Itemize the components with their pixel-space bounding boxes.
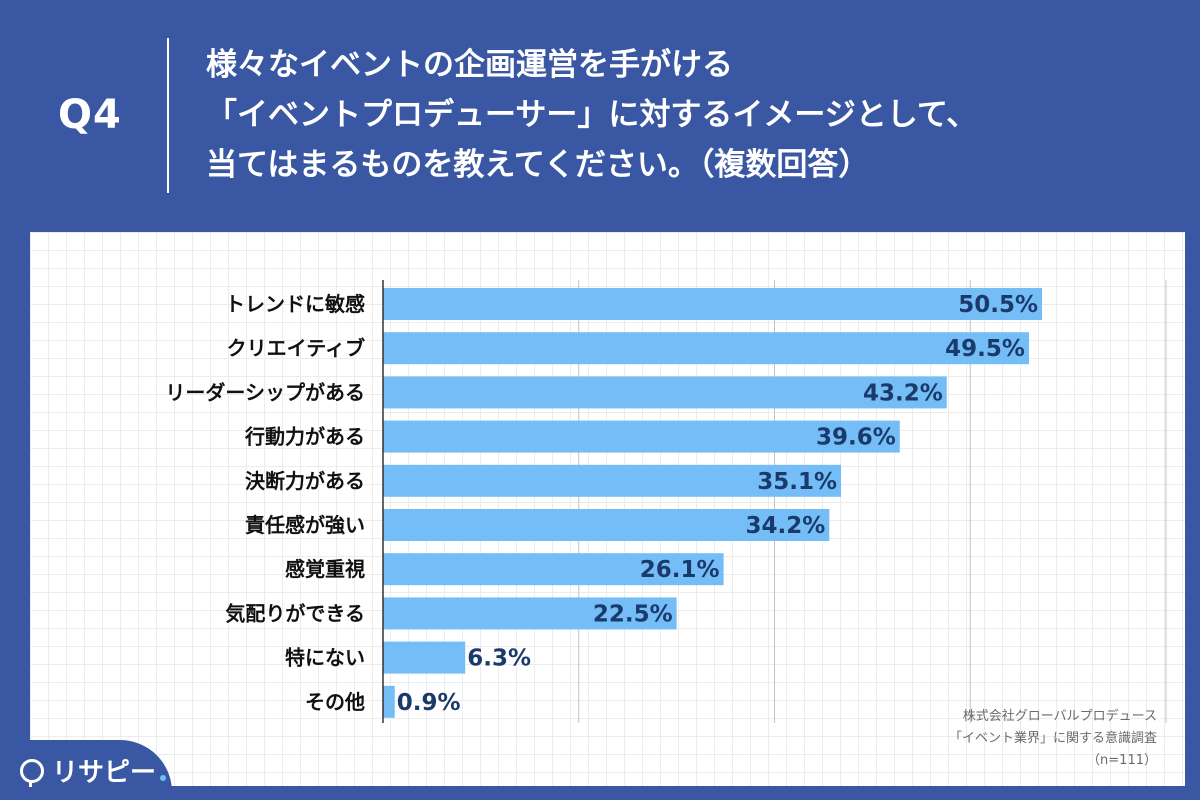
category-label: 感覚重視 [285,557,365,581]
bar-7 [383,597,677,630]
header-divider [167,38,169,193]
value-label: 34.2% [746,513,826,539]
bar-2 [383,376,947,409]
category-label: トレンドに敏感 [225,292,365,316]
bar-0 [383,288,1043,320]
bar-6 [383,553,724,586]
bar-chart: トレンドに敏感 50.5% クリエイティブ 49.5% リーダーシップがある 43.2% 行… [165,280,1167,723]
question-line-2: 「イベントプロデューサー」に対するイメージとして、 [206,97,978,133]
category-label: 責任感が強い [245,513,365,537]
category-label: 決断力がある [245,469,365,493]
value-label: 26.1% [640,557,720,583]
question-line-3: 当てはまるものを教えてください。（複数回答） [206,147,870,183]
category-label: リーダーシップがある [165,380,365,404]
pin-icon [20,758,44,787]
bar-3 [383,420,900,453]
category-label: 行動力がある [244,425,365,449]
bar-4 [383,464,842,497]
category-label: クリエイティブ [227,336,365,360]
bar-5 [383,509,830,541]
value-label: 50.5% [958,292,1038,318]
value-label: 22.5% [593,601,673,627]
bar-8 [383,641,466,674]
brand-logo: リサピー [20,752,167,789]
category-label: その他 [305,690,365,714]
source-company: 株式会社グローバルプロデュース [962,709,1157,724]
bar-9 [383,685,395,718]
category-label: 気配りができる [225,601,365,625]
question-line-1: 様々なイベントの企画運営を手がける [206,47,733,83]
value-label: 6.3% [467,646,531,672]
question-header: Q4 様々なイベントの企画運営を手がける 「イベントプロデューサー」に対するイメ… [0,0,1200,232]
value-label: 39.6% [816,425,896,451]
dot-icon [160,774,167,781]
value-label: 43.2% [863,380,943,406]
question-number: Q4 [58,92,122,138]
chart-panel: トレンドに敏感 50.5% クリエイティブ 49.5% リーダーシップがある 43.2% 行… [30,232,1185,786]
brand-name: リサピー [52,758,157,788]
bar-1 [383,332,1029,365]
category-label: 特にない [285,646,365,670]
value-label: 0.9% [397,690,461,716]
source-sample-size: （n=111） [1087,753,1157,768]
value-label: 49.5% [945,336,1025,362]
value-label: 35.1% [757,469,837,495]
source-note: 株式会社グローバルプロデュース 「イベント業界」に関する意識調査 （n=111） [949,706,1157,772]
question-text: 様々なイベントの企画運営を手がける 「イベントプロデューサー」に対するイメージと… [206,40,1166,190]
source-survey: 「イベント業界」に関する意識調査 [948,731,1157,746]
